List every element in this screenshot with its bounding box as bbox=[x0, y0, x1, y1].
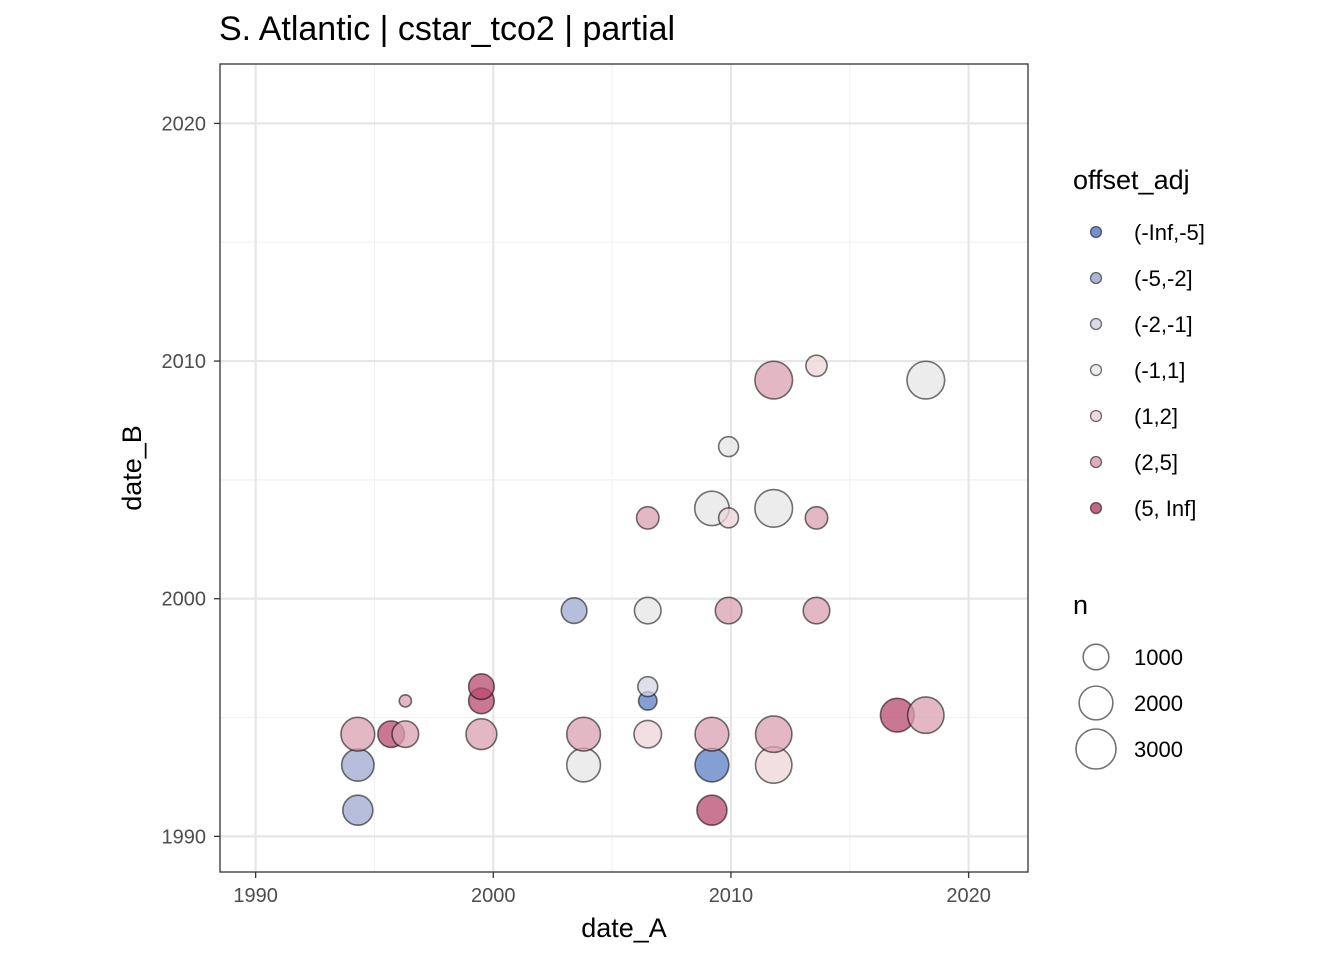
size-legend-label: 2000 bbox=[1134, 691, 1183, 716]
data-point bbox=[637, 675, 659, 698]
x-tick-label: 2000 bbox=[471, 885, 516, 907]
chart-title: S. Atlantic | cstar_tco2 | partial bbox=[219, 10, 675, 48]
color-legend-title: offset_adj bbox=[1073, 165, 1190, 195]
y-tick-label: 2020 bbox=[162, 113, 207, 135]
y-axis-ticks: 1990 2000 2010 2020 bbox=[162, 113, 220, 848]
data-point bbox=[754, 360, 794, 400]
y-axis-label: date_B bbox=[117, 425, 147, 511]
x-axis-label: date_A bbox=[581, 913, 667, 943]
data-point bbox=[340, 716, 376, 752]
color-legend-key bbox=[1089, 225, 1103, 239]
data-point bbox=[565, 747, 602, 783]
color-legend-key bbox=[1089, 501, 1103, 515]
data-point bbox=[694, 747, 730, 783]
data-point bbox=[717, 435, 740, 458]
data-point bbox=[804, 505, 829, 530]
color-legend-key bbox=[1089, 455, 1103, 469]
data-point bbox=[717, 507, 740, 529]
color-legend-label: (-1,1] bbox=[1134, 358, 1185, 383]
size-legend-title: n bbox=[1073, 590, 1088, 620]
color-legend-label: (5, Inf] bbox=[1134, 496, 1196, 521]
y-tick-label: 2000 bbox=[162, 589, 207, 611]
color-legend-label: (-2,-1] bbox=[1134, 312, 1193, 337]
color-legend-label: (-Inf,-5] bbox=[1134, 220, 1205, 245]
size-legend-label: 3000 bbox=[1134, 737, 1183, 762]
data-point bbox=[714, 596, 743, 625]
x-tick-label: 1990 bbox=[233, 885, 278, 907]
size-legend-key bbox=[1075, 728, 1117, 770]
data-point bbox=[754, 488, 794, 529]
color-legend-key bbox=[1089, 271, 1103, 285]
data-point bbox=[465, 717, 498, 751]
color-legend-key bbox=[1089, 409, 1103, 423]
data-point bbox=[633, 719, 663, 749]
color-legend-label: (-5,-2] bbox=[1134, 266, 1193, 291]
color-legend-key bbox=[1089, 317, 1103, 331]
size-legend-label: 1000 bbox=[1134, 645, 1183, 670]
x-axis-ticks: 1990 2000 2010 2020 bbox=[233, 872, 991, 907]
data-point bbox=[694, 716, 730, 752]
data-point bbox=[560, 596, 588, 625]
data-point bbox=[565, 716, 602, 752]
color-legend-label: (1,2] bbox=[1134, 404, 1178, 429]
grid bbox=[220, 64, 1028, 872]
data-point bbox=[398, 693, 413, 708]
data-point bbox=[391, 720, 420, 749]
plot-panel-border bbox=[219, 63, 1029, 873]
color-legend: (-Inf,-5] (-5,-2] (-2,-1] (-1,1] (1,2] (2,5] (… bbox=[1089, 220, 1205, 521]
data-point bbox=[802, 596, 831, 625]
x-tick-label: 2020 bbox=[946, 885, 991, 907]
data-point bbox=[340, 748, 375, 783]
color-legend-label: (2,5] bbox=[1134, 450, 1178, 475]
data-point bbox=[805, 354, 828, 378]
data-point bbox=[467, 673, 496, 701]
data-point bbox=[754, 715, 793, 754]
size-legend-key bbox=[1078, 685, 1114, 721]
size-legend-key bbox=[1082, 643, 1110, 671]
color-legend-key bbox=[1089, 363, 1103, 377]
data-point bbox=[635, 505, 660, 530]
data-point bbox=[906, 360, 946, 400]
data-point bbox=[696, 794, 728, 827]
x-tick-label: 2010 bbox=[709, 885, 754, 907]
data-points bbox=[340, 354, 946, 827]
data-point bbox=[342, 794, 374, 827]
size-legend: 1000 2000 3000 bbox=[1075, 643, 1183, 770]
y-tick-label: 2010 bbox=[162, 351, 207, 373]
data-point bbox=[906, 696, 945, 735]
data-point bbox=[633, 596, 662, 625]
y-tick-label: 1990 bbox=[162, 826, 207, 848]
